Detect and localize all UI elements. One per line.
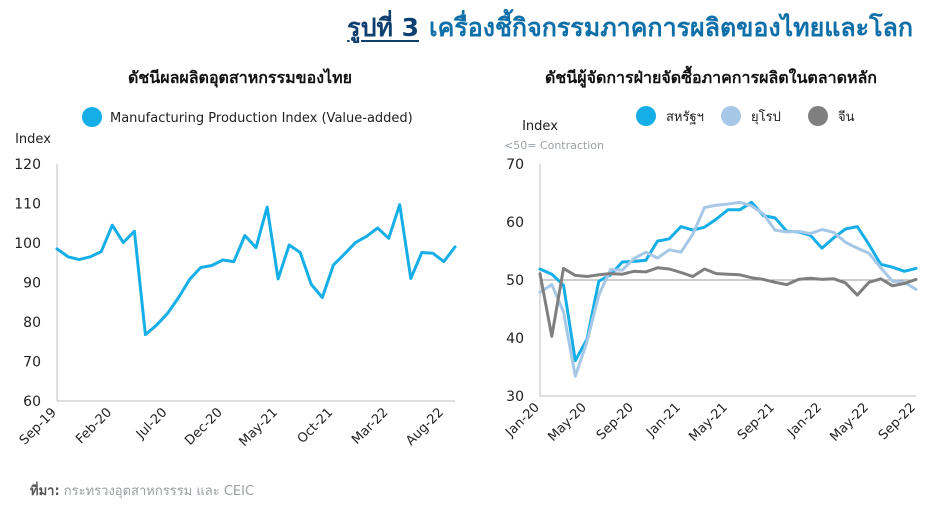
y-tick-label: 90: [23, 276, 41, 292]
x-tick-label: Jan-22: [784, 400, 825, 441]
y-tick-label: 70: [23, 355, 41, 371]
y-tick-label: 100: [14, 236, 41, 252]
y-tick-label: 30: [506, 389, 524, 405]
series-line-1-1: [538, 200, 918, 378]
x-tick-label: Feb-20: [73, 405, 115, 447]
x-tick-label: Sep-19: [17, 405, 60, 448]
right-chart-title: ดัชนีผู้จัดการฝ่ายจัดซื้อภาคการผลิตในตลา…: [545, 68, 877, 87]
legend-marker: [636, 106, 656, 126]
y-tick-label: 80: [23, 315, 41, 331]
source-note: ที่มา: กระทรวงอุตสาหกรรรม และ CEIC: [30, 480, 254, 501]
series-line-1-0: [538, 200, 918, 363]
x-tick-label: Sep-21: [735, 400, 778, 443]
legend-label: Manufacturing Production Index (Value-ad…: [110, 111, 413, 126]
x-tick-label: Aug-22: [403, 405, 447, 449]
figure-header: รูปที่ 3 เครื่องชี้กิจกรรมภาคการผลิตของไท…: [347, 8, 913, 48]
x-tick-label: Sep-22: [876, 400, 919, 443]
y-tick-label: 40: [506, 331, 524, 347]
legend-marker: [808, 106, 828, 126]
legend-marker: [82, 107, 102, 127]
x-tick-label: Sep-20: [594, 400, 637, 443]
x-tick-label: Jan-20: [502, 400, 543, 441]
x-tick-label: Jul-20: [133, 405, 170, 442]
chart-1-group: [538, 106, 918, 397]
legend-label: สหรัฐฯ: [666, 110, 704, 125]
x-tick-label: May-20: [545, 400, 589, 444]
y-axis-label: Index: [522, 119, 558, 134]
legend-label: จีน: [838, 109, 855, 125]
x-tick-label: May-21: [686, 400, 730, 444]
source-label: ที่มา:: [30, 484, 60, 499]
y-tick-label: 70: [506, 157, 524, 173]
source-text: กระทรวงอุตสาหกรรรม และ CEIC: [59, 484, 255, 499]
x-tick-label: Dec-20: [182, 405, 225, 448]
x-tick-label: Jan-21: [643, 400, 684, 441]
x-tick-label: May-22: [827, 400, 871, 444]
y-tick-label: 50: [506, 273, 524, 289]
y-tick-label: 60: [506, 215, 524, 231]
x-tick-label: May-21: [236, 405, 280, 449]
legend-marker: [721, 106, 741, 126]
figure-title: เครื่องชี้กิจกรรมภาคการผลิตของไทยและโลก: [429, 13, 913, 42]
chart-0-group: [55, 107, 457, 402]
figure-number: รูปที่ 3: [347, 13, 420, 42]
y-axis-label: Index: [15, 132, 51, 147]
series-line-0-0: [55, 203, 457, 337]
y-tick-label: 120: [14, 157, 41, 173]
x-tick-label: Mar-22: [349, 405, 391, 447]
series-line-1-2: [538, 266, 918, 338]
legend-label: ยุโรป: [751, 109, 781, 125]
left-chart-title: ดัชนีผลผลิตอุตสาหกรรมของไทย: [128, 68, 352, 87]
y-tick-label: 110: [14, 197, 41, 213]
y-tick-label: 60: [23, 394, 41, 410]
x-tick-label: Oct-21: [295, 405, 337, 447]
contraction-note: <50= Contraction: [504, 139, 604, 152]
